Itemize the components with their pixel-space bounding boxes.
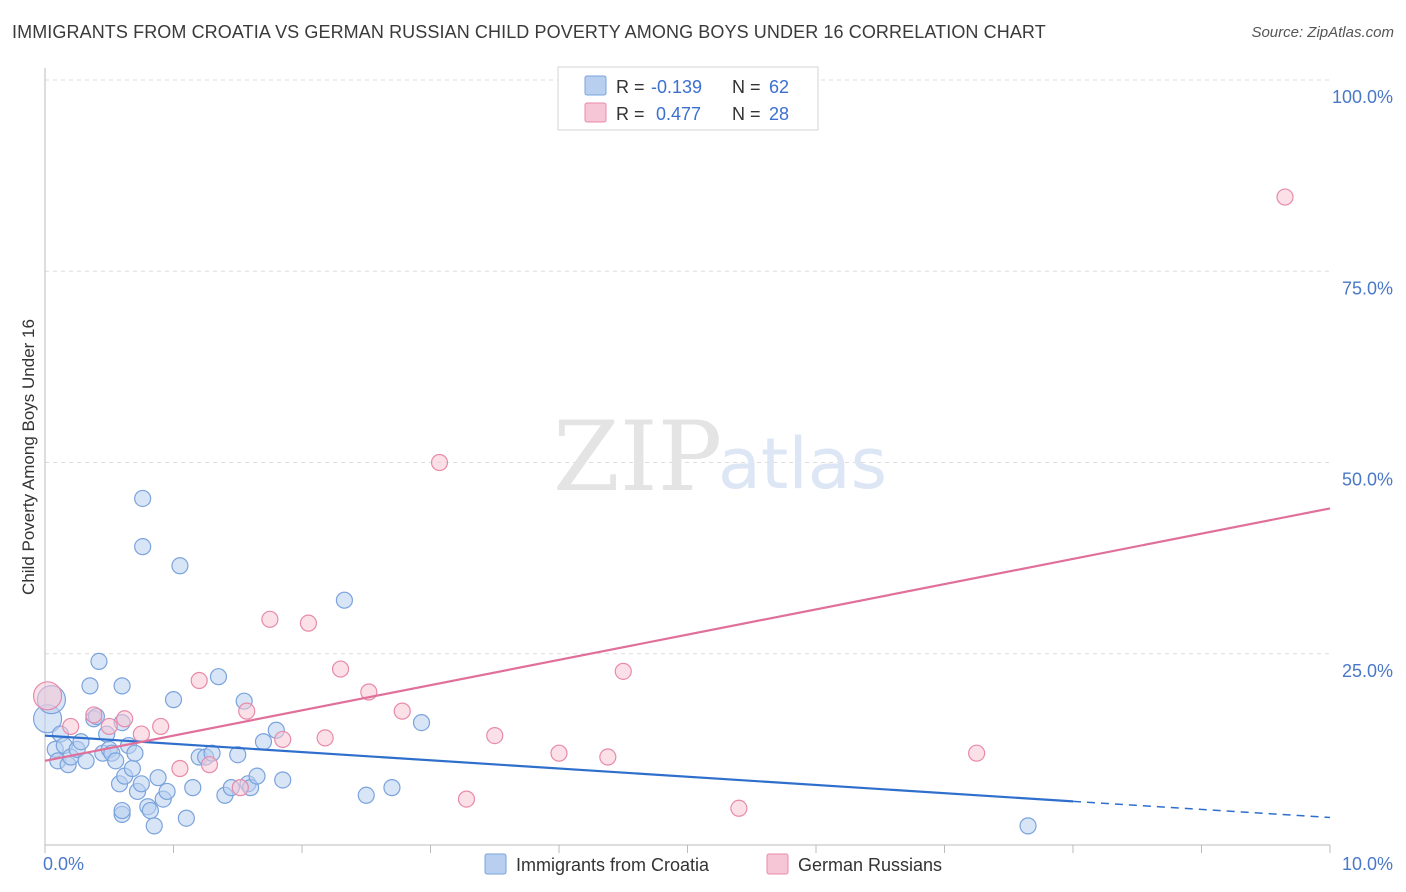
x-tick-label-0: 0.0% [43, 854, 84, 874]
point-russian-22 [550, 744, 568, 762]
point-russian-18 [393, 702, 411, 720]
point-croatia-60 [412, 713, 431, 732]
point-croatia-31 [134, 489, 152, 508]
point-croatia-35 [145, 817, 163, 835]
legend-box: R = -0.139 N = 62 R = 0.477 N = 28 [557, 66, 819, 131]
point-croatia-49 [229, 746, 247, 764]
grid-layer [45, 79, 1330, 655]
point-russian-12 [274, 730, 292, 749]
trendline-extension-croatia [1072, 800, 1331, 819]
point-russian-11 [238, 702, 256, 720]
point-russian-3 [100, 717, 118, 736]
legend-r-label-croatia: R = [616, 77, 645, 97]
points-layer [32, 188, 1294, 835]
bottom-legend-swatch-russian [766, 853, 789, 875]
watermark-atlas-text: atlas [718, 423, 887, 505]
point-croatia-39 [164, 691, 183, 709]
legend-swatch-croatia [584, 75, 607, 96]
point-russian-24 [614, 662, 632, 680]
point-russian-14 [299, 614, 318, 632]
y-tick-label-2: 75.0% [1342, 278, 1393, 298]
legend-swatch-russian [584, 102, 607, 123]
point-russian-19 [430, 453, 449, 472]
chart-title: IMMIGRANTS FROM CROATIA VS GERMAN RUSSIA… [12, 22, 1046, 42]
point-russian-2 [85, 706, 103, 724]
point-croatia-19 [107, 752, 125, 770]
point-croatia-40 [171, 557, 189, 575]
point-russian-13 [261, 610, 279, 628]
point-russian-8 [190, 671, 208, 690]
point-croatia-57 [335, 591, 354, 609]
point-croatia-28 [126, 744, 144, 762]
legend-n-label-russian: N = [732, 104, 761, 124]
y-axis-title: Child Poverty Among Boys Under 16 [19, 319, 38, 595]
point-croatia-54 [254, 733, 273, 751]
point-croatia-24 [113, 801, 131, 820]
point-russian-7 [171, 759, 189, 778]
point-croatia-46 [209, 668, 228, 686]
point-russian-1 [62, 717, 80, 736]
point-russian-9 [200, 756, 219, 774]
y-tick-label-0: 25.0% [1342, 661, 1393, 681]
x-tick-label-1: 10.0% [1342, 854, 1393, 874]
point-russian-6 [152, 717, 170, 736]
legend-r-value-croatia: -0.139 [651, 77, 702, 97]
point-russian-16 [331, 660, 350, 678]
bottom-legend-swatch-croatia [484, 853, 507, 875]
point-russian-4 [116, 710, 134, 728]
watermark: ZIP atlas [553, 401, 887, 513]
point-croatia-9 [72, 733, 90, 751]
trendline-croatia [44, 734, 1074, 803]
point-croatia-14 [90, 652, 108, 671]
trendline-russian [44, 507, 1331, 762]
y-tick-label-3: 100.0% [1332, 87, 1393, 107]
point-russian-0 [32, 681, 63, 711]
point-croatia-53 [248, 767, 266, 785]
watermark-zip-text: ZIP [553, 401, 722, 513]
point-croatia-11 [81, 677, 99, 695]
bottom-legend-label-croatia: Immigrants from Croatia [516, 855, 710, 875]
point-russian-25 [730, 799, 748, 817]
chart-source: Source: ZipAtlas.com [1251, 24, 1394, 41]
legend-n-label-croatia: N = [732, 77, 761, 97]
point-russian-15 [316, 729, 334, 747]
y-tick-label-1: 50.0% [1342, 470, 1393, 490]
point-croatia-25 [113, 677, 131, 695]
point-russian-5 [132, 725, 150, 743]
point-croatia-27 [123, 759, 141, 778]
point-croatia-59 [383, 779, 401, 797]
legend-r-value-russian: 0.477 [656, 104, 701, 124]
legend-n-value-croatia: 62 [769, 77, 789, 97]
point-russian-21 [486, 727, 504, 745]
point-russian-27 [1276, 188, 1294, 206]
point-croatia-34 [141, 801, 159, 820]
point-russian-26 [968, 744, 986, 762]
point-croatia-41 [177, 809, 195, 827]
bottom-legend-label-russian: German Russians [798, 855, 942, 875]
bottom-legend: Immigrants from Croatia German Russians [484, 853, 942, 875]
point-croatia-10 [77, 752, 95, 770]
point-russian-23 [599, 748, 617, 766]
point-russian-20 [457, 790, 476, 808]
point-russian-10 [231, 779, 249, 797]
point-croatia-30 [132, 775, 150, 793]
legend-r-label-russian: R = [616, 104, 645, 124]
point-croatia-32 [134, 538, 152, 556]
point-croatia-36 [149, 769, 167, 787]
point-croatia-42 [184, 779, 202, 797]
legend-n-value-russian: 28 [769, 104, 789, 124]
point-croatia-56 [274, 771, 292, 789]
point-croatia-38 [158, 782, 176, 801]
point-croatia-61 [1019, 817, 1037, 835]
trend-layer [44, 507, 1331, 819]
point-croatia-58 [357, 786, 375, 804]
